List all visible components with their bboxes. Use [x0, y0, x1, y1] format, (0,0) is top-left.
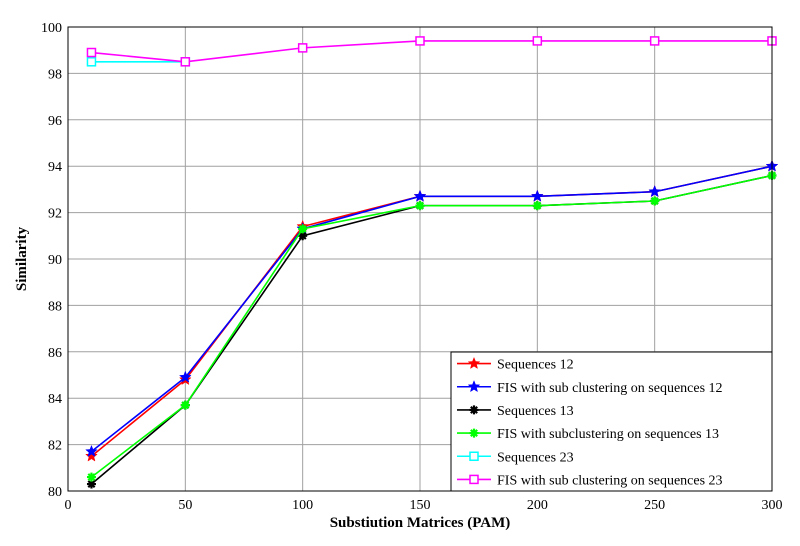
data-point — [530, 189, 544, 202]
x-tick-label: 200 — [527, 498, 548, 513]
marker-center — [183, 403, 188, 407]
series-4 — [86, 170, 777, 482]
legend-marker — [467, 380, 481, 393]
legend-item: FIS with subclustering on sequences 13 — [457, 427, 719, 442]
x-tick-label: 100 — [292, 498, 313, 513]
legend-label: FIS with sub clustering on sequences 12 — [497, 381, 723, 396]
legend-marker — [469, 474, 479, 485]
x-tick-label: 150 — [410, 498, 431, 513]
data-point — [86, 472, 96, 482]
data-point — [648, 185, 662, 198]
data-point — [86, 57, 97, 67]
x-tick-label: 300 — [762, 498, 783, 513]
x-tick-label: 0 — [65, 498, 72, 513]
data-point — [178, 370, 192, 383]
legend-item: Sequences 23 — [457, 450, 574, 465]
series-layer — [85, 36, 779, 489]
x-tick-label: 250 — [644, 498, 665, 513]
y-tick-label: 96 — [48, 114, 62, 129]
legend-box — [450, 351, 773, 492]
data-point — [298, 224, 308, 234]
marker-center — [472, 431, 476, 435]
marker-center — [300, 234, 305, 238]
y-tick-label: 80 — [48, 485, 62, 500]
marker-center — [89, 475, 94, 479]
data-point — [415, 201, 425, 211]
legend-item: FIS with sub clustering on sequences 23 — [457, 473, 723, 488]
y-tick-label: 98 — [48, 67, 62, 82]
legend-item: FIS with sub clustering on sequences 12 — [457, 380, 723, 396]
data-point — [180, 400, 190, 410]
legend: Sequences 12 FIS with sub clustering on s… — [450, 351, 773, 492]
data-point — [86, 47, 97, 58]
data-point — [532, 36, 543, 46]
legend-marker — [469, 428, 479, 438]
y-tick-label: 84 — [48, 392, 62, 407]
marker-center — [418, 203, 422, 208]
data-point — [532, 201, 542, 211]
series-5 — [86, 57, 191, 67]
x-tick-label: 50 — [178, 498, 192, 513]
legend-label: Sequences 12 — [497, 358, 574, 373]
data-point — [413, 189, 427, 202]
data-point — [298, 231, 308, 241]
data-point — [85, 444, 98, 457]
legend-item: Sequences 13 — [457, 404, 574, 419]
plot-frame — [67, 26, 773, 492]
y-axis-title: Similarity — [14, 226, 30, 291]
legend-label: Sequences 13 — [497, 404, 574, 419]
data-point — [86, 479, 96, 489]
legend-marker — [467, 356, 481, 369]
y-tick-label: 100 — [41, 21, 62, 36]
marker-center — [89, 482, 94, 486]
data-point — [649, 36, 660, 46]
legend-item: Sequences 12 — [457, 356, 574, 373]
y-tick-label: 88 — [48, 299, 62, 314]
data-point — [85, 449, 98, 462]
y-tick-label: 86 — [48, 346, 62, 361]
tick-labels: 0 50 100 150 200 250 300 80 82 84 86 88 90 92 94 96 98 10… — [41, 21, 783, 513]
marker-center — [472, 408, 476, 412]
data-point — [297, 43, 308, 53]
legend-marker — [469, 451, 479, 461]
data-point — [415, 36, 425, 46]
series-6 — [86, 36, 777, 67]
marker-center — [652, 199, 657, 203]
series-line — [91, 40, 772, 63]
marker-center — [535, 203, 540, 208]
legend-label: FIS with sub clustering on sequences 23 — [497, 473, 723, 488]
legend-label: FIS with subclustering on sequences 13 — [497, 427, 719, 442]
legend-label: Sequences 23 — [497, 450, 574, 465]
y-tick-label: 90 — [48, 253, 62, 268]
y-tick-label: 92 — [48, 207, 62, 222]
x-axis-title: Substiution Matrices (PAM) — [330, 515, 511, 531]
data-point — [180, 57, 191, 67]
marker-center — [300, 227, 305, 231]
y-tick-label: 94 — [48, 160, 62, 175]
data-point — [650, 196, 660, 206]
y-tick-label: 82 — [48, 439, 62, 454]
legend-marker — [469, 405, 479, 415]
